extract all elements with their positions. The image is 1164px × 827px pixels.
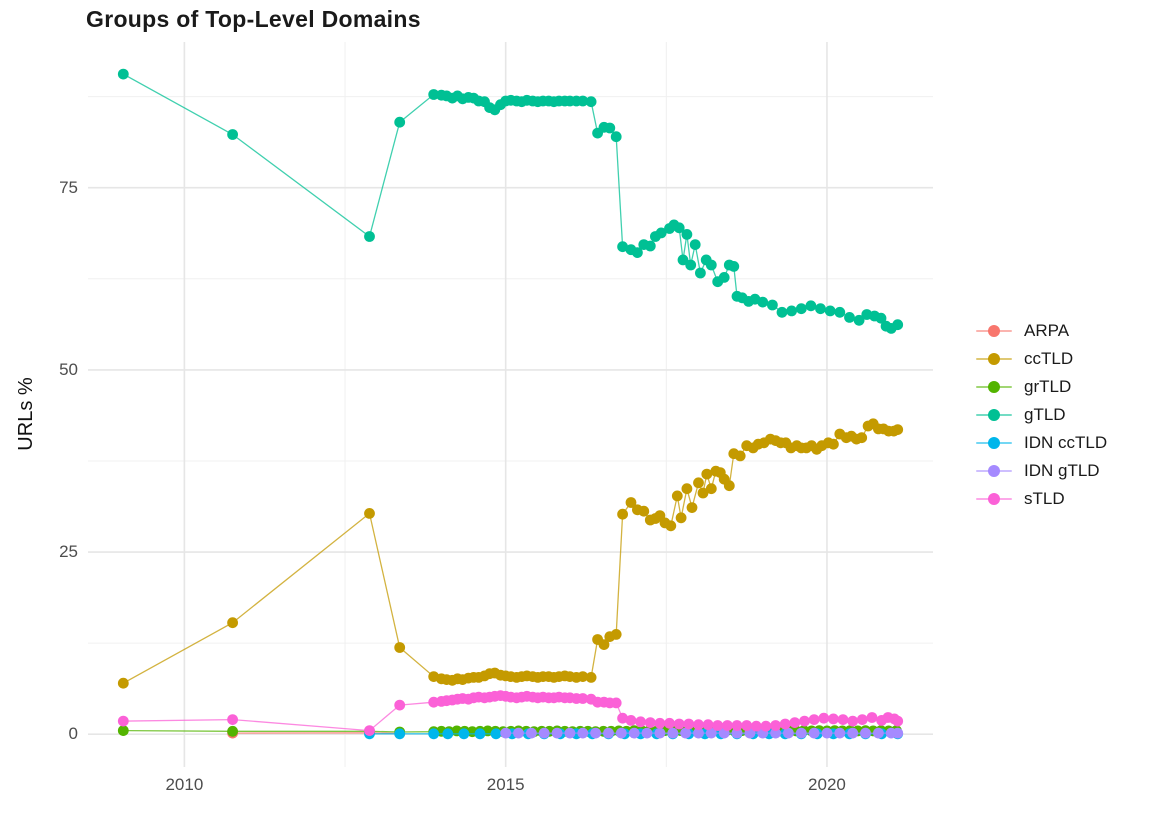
legend-item-stld: sTLD <box>976 488 1107 509</box>
legend-item-label: IDN ccTLD <box>1024 432 1108 452</box>
legend-item-label: IDN gTLD <box>1024 460 1100 480</box>
y-tick-label: 75 <box>59 177 78 197</box>
chart-title: Groups of Top-Level Domains <box>86 6 421 32</box>
x-tick-label: 2020 <box>808 775 846 794</box>
legend-key-icon <box>976 464 1012 478</box>
legend-key-icon <box>976 380 1012 394</box>
legend-item-gtld: gTLD <box>976 404 1107 425</box>
x-tick-label: 2010 <box>165 775 204 794</box>
legend-item-label: ccTLD <box>1024 348 1074 368</box>
legend-key-icon <box>976 408 1012 422</box>
legend-item-label: ARPA <box>1024 320 1070 340</box>
y-tick-label: 25 <box>59 542 78 562</box>
legend-item-arpa: ARPA <box>976 320 1107 341</box>
legend-item-idn-gtld: IDN gTLD <box>976 460 1107 481</box>
legend-item-grtld: grTLD <box>976 376 1107 397</box>
legend: ARPA ccTLD grTLD gTLD IDN ccTLD IDN gTLD… <box>976 320 1107 509</box>
legend-item-label: grTLD <box>1024 376 1072 396</box>
legend-item-label: gTLD <box>1024 404 1066 424</box>
legend-key-icon <box>976 352 1012 366</box>
legend-item-idn-cctld: IDN ccTLD <box>976 432 1107 453</box>
y-tick-label: 0 <box>68 724 78 744</box>
legend-key-icon <box>976 324 1012 338</box>
legend-key-icon <box>976 492 1012 506</box>
legend-item-cctld: ccTLD <box>976 348 1107 369</box>
y-tick-label: 50 <box>59 359 78 379</box>
x-tick-label: 2015 <box>486 775 525 794</box>
legend-key-icon <box>976 436 1012 450</box>
legend-item-label: sTLD <box>1024 488 1065 508</box>
